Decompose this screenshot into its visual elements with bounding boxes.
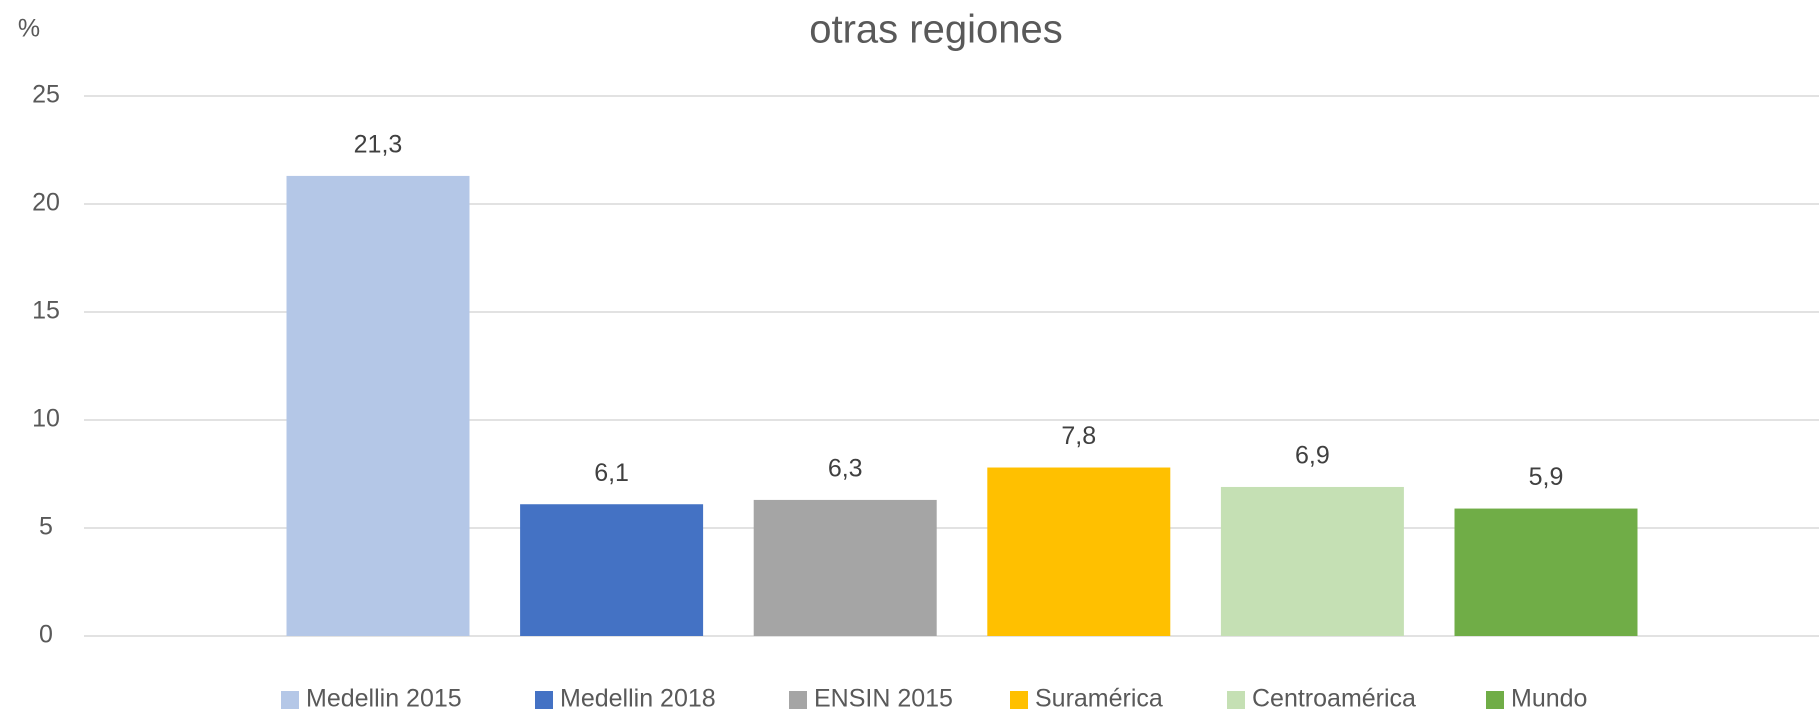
bar	[1454, 508, 1638, 636]
y-tick-label: 25	[32, 81, 60, 109]
legend-swatch	[1010, 691, 1028, 709]
bar	[520, 504, 704, 636]
legend-label: Medellin 2018	[560, 685, 716, 712]
data-label: 6,3	[828, 455, 863, 483]
legend-swatch	[789, 691, 807, 709]
chart-title: otras regiones	[809, 8, 1062, 52]
legend-label: ENSIN 2015	[814, 685, 953, 712]
data-label: 6,9	[1295, 442, 1330, 470]
legend-swatch	[1227, 691, 1245, 709]
data-label: 6,1	[594, 459, 629, 487]
y-tick-label: 10	[32, 405, 60, 433]
legend-label: Mundo	[1511, 685, 1587, 712]
y-tick-label: 5	[39, 513, 53, 541]
bar	[987, 467, 1171, 636]
bar	[753, 499, 937, 636]
data-label: 7,8	[1061, 422, 1096, 450]
legend-swatch	[535, 691, 553, 709]
y-tick-label: 0	[39, 621, 53, 649]
legend-label: Centroamérica	[1252, 685, 1416, 712]
y-tick-label: 20	[32, 189, 60, 217]
bar	[1220, 486, 1404, 636]
legend-label: Suramérica	[1035, 685, 1163, 712]
y-tick-label: 15	[32, 297, 60, 325]
legend-swatch	[1486, 691, 1504, 709]
y-axis-label: %	[18, 15, 40, 43]
data-label: 5,9	[1529, 463, 1564, 491]
data-label: 21,3	[354, 131, 403, 159]
bar	[286, 175, 470, 637]
legend-swatch	[281, 691, 299, 709]
legend-label: Medellin 2015	[306, 685, 462, 712]
